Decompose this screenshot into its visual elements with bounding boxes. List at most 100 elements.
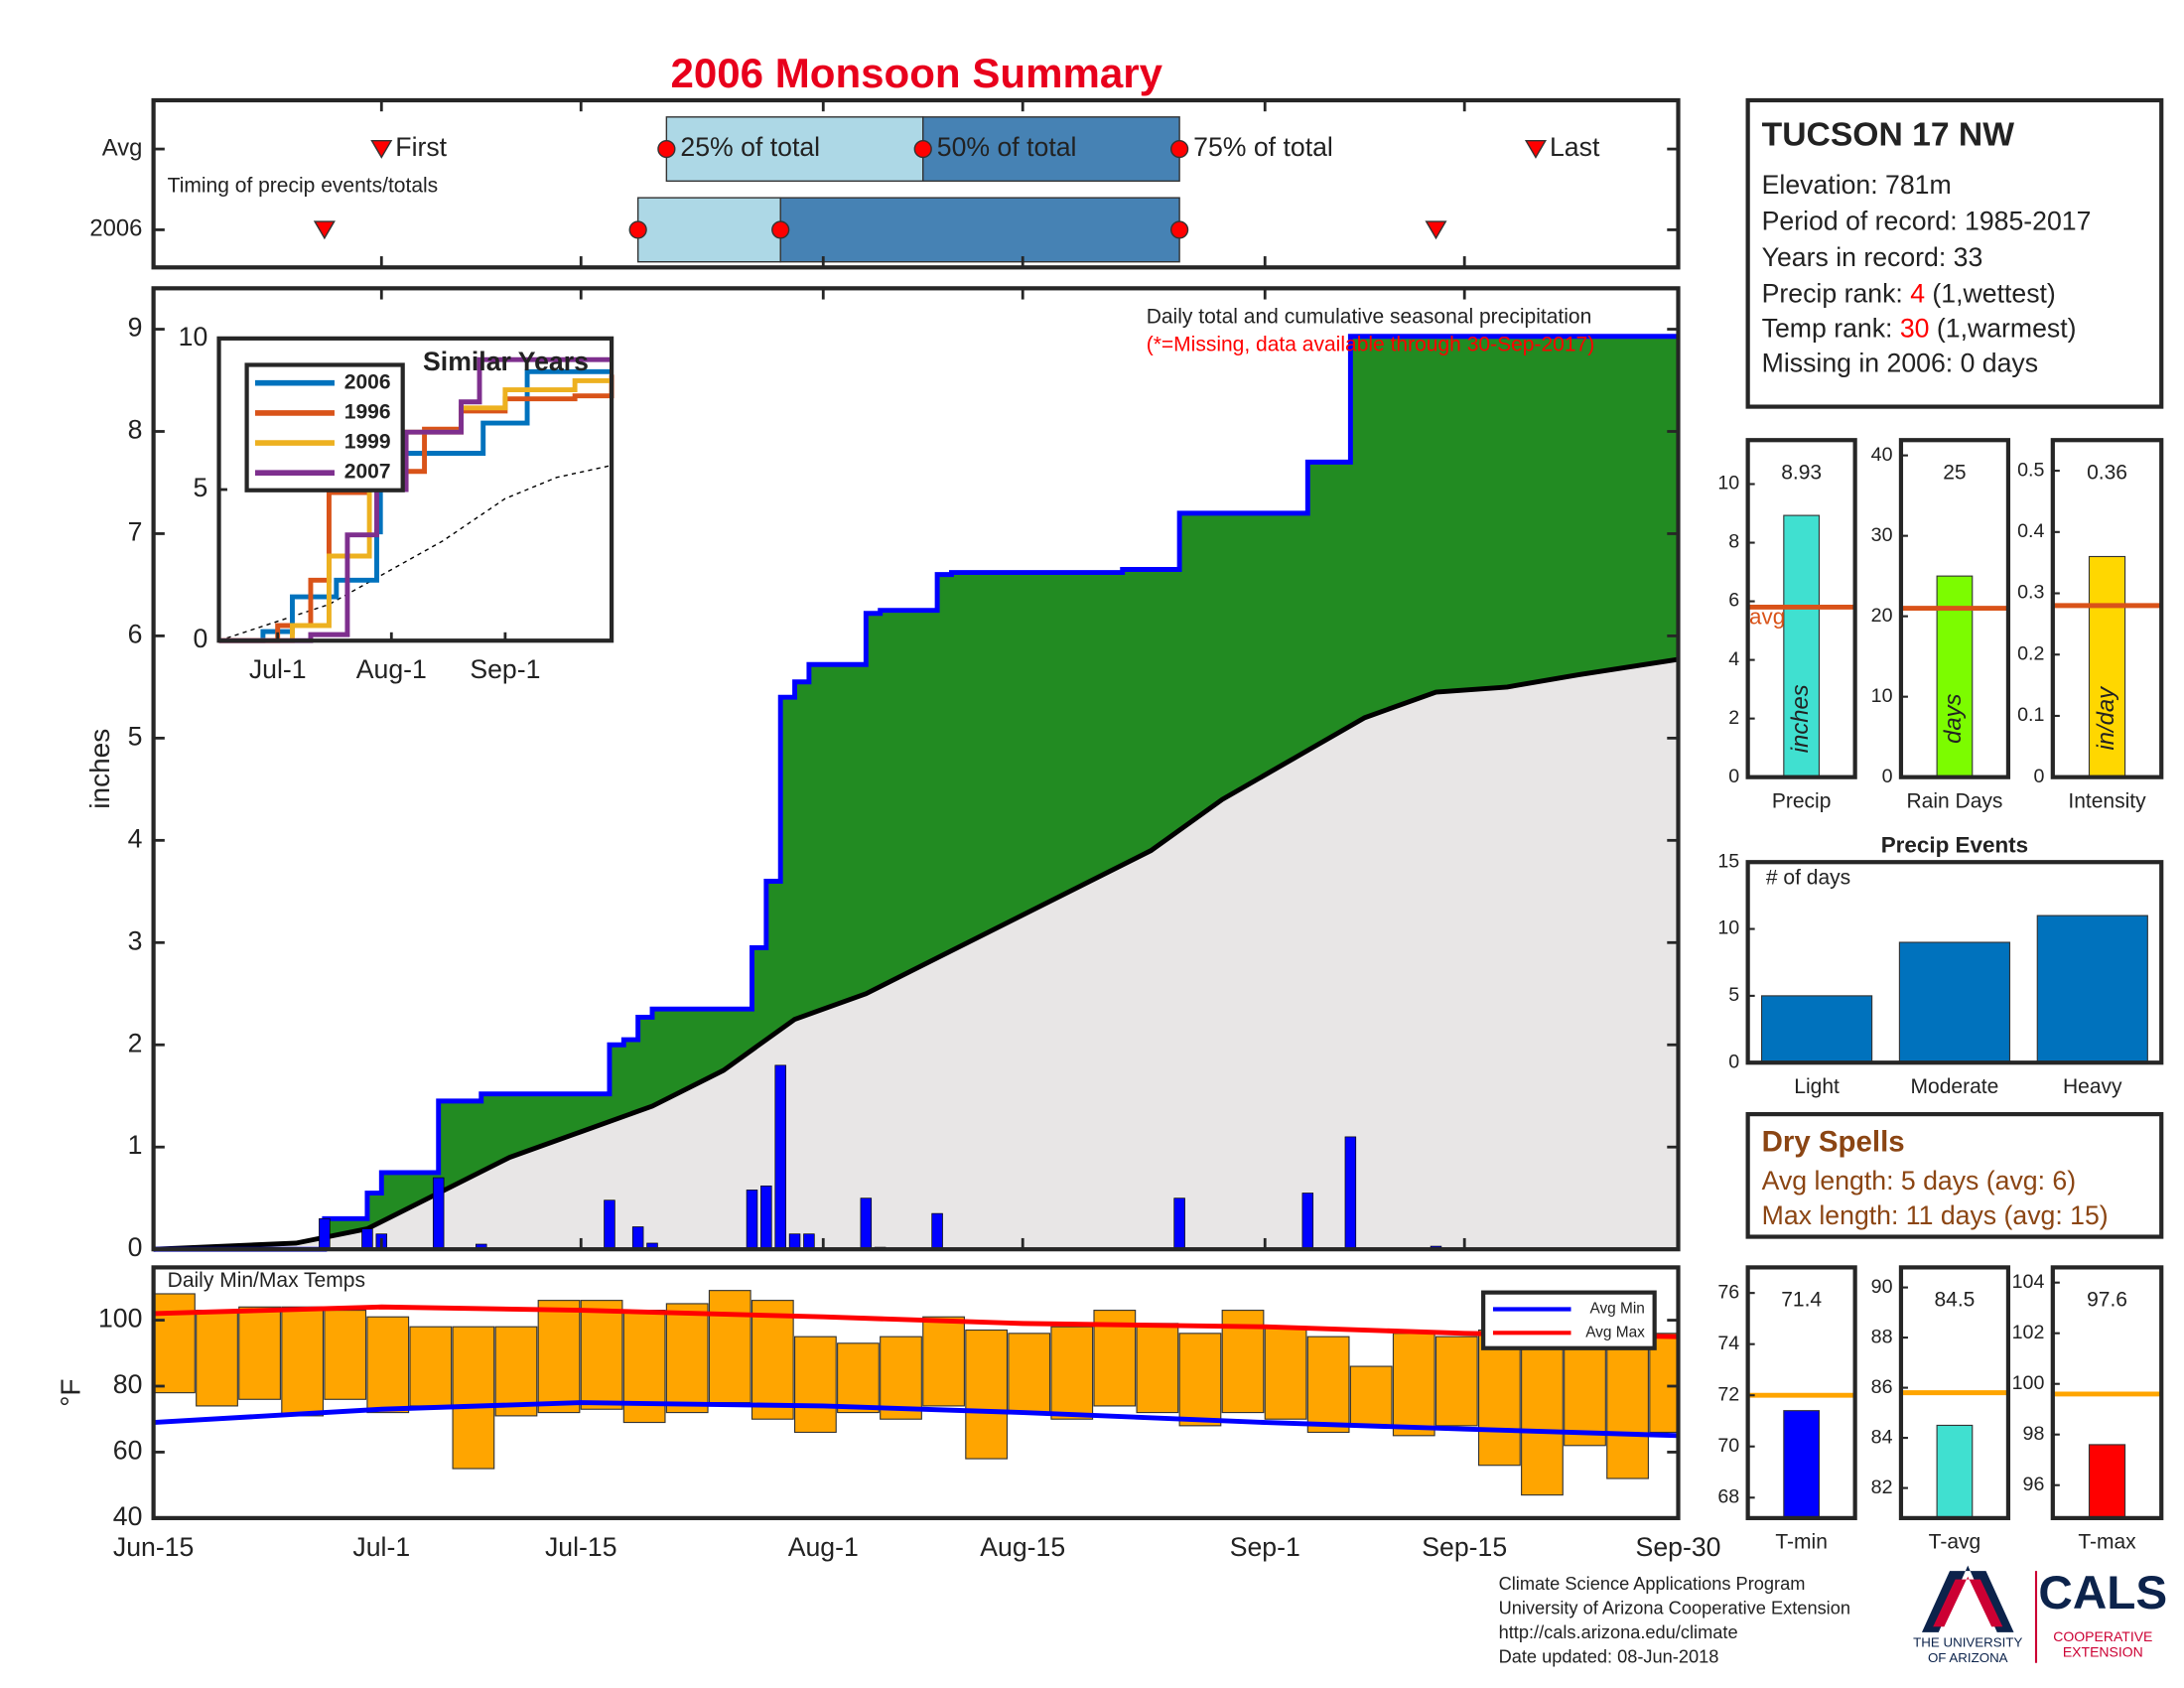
frame	[151, 1265, 1681, 1520]
bar	[1898, 941, 2011, 1063]
frame	[151, 97, 1681, 270]
x-tick-label: Jul-15	[545, 1532, 617, 1562]
temp-bar	[1477, 1329, 1521, 1467]
bar	[1936, 1424, 1974, 1519]
extension-name: EXTENSION	[2063, 1644, 2143, 1660]
timing-triangle	[370, 139, 393, 159]
row-label: Avg	[102, 134, 143, 161]
x-tick-label: Jul-1	[352, 1532, 410, 1562]
info-line: Years in record: 33	[1762, 242, 1983, 272]
temp-bar	[922, 1316, 965, 1407]
y-tick-label: 9	[128, 313, 143, 343]
legend-label: Avg Max	[1585, 1324, 1645, 1340]
quartile-box	[636, 197, 781, 263]
y-tick-label: 0.4	[2017, 520, 2044, 542]
y-tick-label: 80	[113, 1369, 143, 1399]
daily-bar	[760, 1185, 772, 1250]
frame	[1745, 1265, 1857, 1520]
daily-bar	[1173, 1197, 1185, 1250]
temp-bar	[366, 1316, 410, 1414]
y-tick-label: 0	[1728, 766, 1739, 787]
y-tick-label: 88	[1871, 1326, 1893, 1347]
y-tick-label: 0	[193, 624, 207, 653]
x-tick-label: T-avg	[1929, 1531, 1981, 1554]
footer-line: http://cals.arizona.edu/climate	[1499, 1621, 1738, 1642]
y-tick-label: 100	[98, 1304, 142, 1334]
temp-bar	[1008, 1333, 1051, 1414]
temp-bar	[537, 1300, 581, 1414]
university-name: OF ARIZONA	[1928, 1650, 2008, 1665]
timing-label: 50% of total	[937, 132, 1077, 162]
y-tick-label: 20	[1871, 605, 1893, 627]
timing-dot	[771, 220, 790, 239]
timing-annotation: Timing of precip events/totals	[168, 175, 439, 198]
y-tick-label: 82	[1871, 1477, 1893, 1498]
dry-spells-line: Avg length: 5 days (avg: 6)	[1762, 1166, 2076, 1196]
average-area	[153, 659, 1679, 1250]
x-tick-label: T-min	[1775, 1531, 1828, 1554]
quartile-box	[779, 197, 1180, 263]
y-tick-label: 96	[2023, 1474, 2045, 1495]
x-tick-label: Sep-1	[1230, 1532, 1300, 1562]
temp-bar	[1521, 1336, 1564, 1496]
timing-dot	[1170, 139, 1189, 159]
legend-box	[1481, 1290, 1657, 1350]
frame	[1898, 1265, 2011, 1520]
y-tick-label: 0	[1728, 1051, 1739, 1072]
value-label: 71.4	[1781, 1289, 1822, 1312]
y-tick-label: 0.5	[2017, 459, 2044, 481]
info-line: Elevation: 781m	[1762, 170, 1952, 200]
legend-label: Avg Min	[1589, 1301, 1644, 1318]
temp-bar	[494, 1326, 538, 1417]
value-label: 97.6	[2087, 1289, 2127, 1312]
y-tick-label: 0	[128, 1232, 143, 1262]
rank-label: Temp rank:	[1762, 313, 1900, 343]
timing-dot	[628, 220, 647, 239]
rank-line: Temp rank: 30 (1,warmest)	[1762, 313, 2077, 343]
y-tick-label: 104	[2012, 1271, 2045, 1293]
station-name: TUCSON 17 NW	[1762, 116, 2015, 153]
bar	[2088, 555, 2126, 778]
y-tick-label: 100	[2012, 1372, 2045, 1394]
daily-bar	[803, 1233, 815, 1250]
rank-line: Precip rank: 4 (1,wettest)	[1762, 278, 2056, 308]
dry-spells-line: Max length: 11 days (avg: 15)	[1762, 1200, 2109, 1230]
y-tick-label: 6	[128, 619, 143, 648]
daily-bar	[1301, 1193, 1314, 1250]
temp-bar	[1136, 1323, 1179, 1414]
y-tick-label: 0.3	[2017, 582, 2044, 604]
daily-bar	[746, 1190, 758, 1250]
bar	[1783, 514, 1821, 778]
timing-dot	[1170, 220, 1189, 239]
average-line	[153, 656, 1679, 1252]
bar	[1760, 995, 1873, 1063]
legend-label: 2007	[344, 461, 391, 484]
temp-bar	[580, 1300, 623, 1410]
panel-title: Daily Min/Max Temps	[168, 1269, 365, 1292]
y-axis-label: inches	[84, 729, 115, 809]
timing-dot	[657, 139, 676, 159]
temp-bar	[1434, 1336, 1478, 1427]
temp-bar	[1349, 1365, 1393, 1427]
temp-bar	[665, 1303, 709, 1414]
y-tick-label: 72	[1717, 1383, 1739, 1405]
unit-label: in/day	[2093, 685, 2119, 751]
timing-label: First	[395, 132, 447, 162]
x-tick-label: T-max	[2078, 1531, 2136, 1554]
daily-bar	[774, 1064, 786, 1250]
daily-bar	[788, 1233, 801, 1250]
daily-bar	[860, 1197, 873, 1250]
cals-logo: CALS	[2038, 1567, 2167, 1619]
x-tick-label: Aug-15	[980, 1532, 1065, 1562]
timing-label: Last	[1550, 132, 1600, 162]
timing-label: 25% of total	[680, 132, 820, 162]
avg-line	[153, 1400, 1679, 1439]
y-tick-label: 0.1	[2017, 704, 2044, 726]
y-tick-label: 10	[1871, 685, 1893, 707]
daily-bar	[432, 1177, 445, 1250]
frame	[1898, 438, 2011, 779]
temp-bar	[1050, 1326, 1094, 1420]
x-tick-label: Jun-15	[113, 1532, 194, 1562]
average-line	[218, 464, 613, 641]
